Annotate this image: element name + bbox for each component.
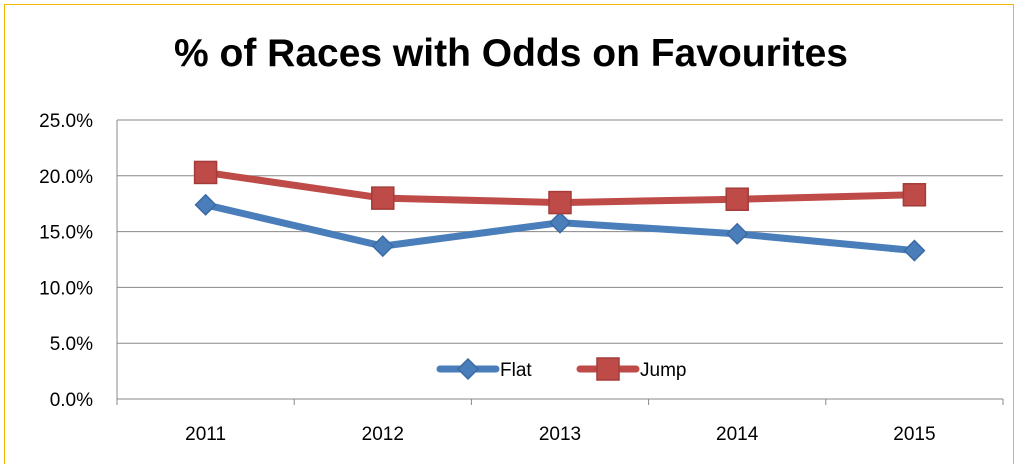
x-tick-label: 2014 [716,424,759,445]
y-tick-label: 15.0% [39,223,93,244]
jump-data-point [371,186,395,210]
y-tick-label: 0.0% [50,390,93,411]
legend-marker-jump [596,357,620,381]
jump-data-point [193,160,218,185]
y-tick-label: 20.0% [39,167,93,188]
x-tick-label: 2011 [185,424,226,445]
legend-label-flat: Flat [500,360,532,381]
x-tick-label: 2012 [362,424,404,445]
jump-data-point [902,183,927,207]
flat-data-point [194,193,217,216]
flat-data-point [726,222,749,245]
y-tick-label: 5.0% [50,334,93,355]
legend-label-jump: Jump [640,360,686,381]
flat-data-point [371,235,394,258]
legend-marker-flat [456,357,480,381]
chart-frame [4,4,1014,464]
y-tick-label: 25.0% [39,111,93,132]
chart-title: % of Races with Odds on Favourites [174,32,848,75]
jump-data-point [725,187,749,211]
flat-data-point [903,239,926,262]
jump-data-point [548,190,572,215]
x-tick-label: 2013 [539,424,581,445]
y-tick-label: 10.0% [39,278,93,299]
x-tick-label: 2015 [893,424,935,445]
flat-data-point [548,211,572,234]
